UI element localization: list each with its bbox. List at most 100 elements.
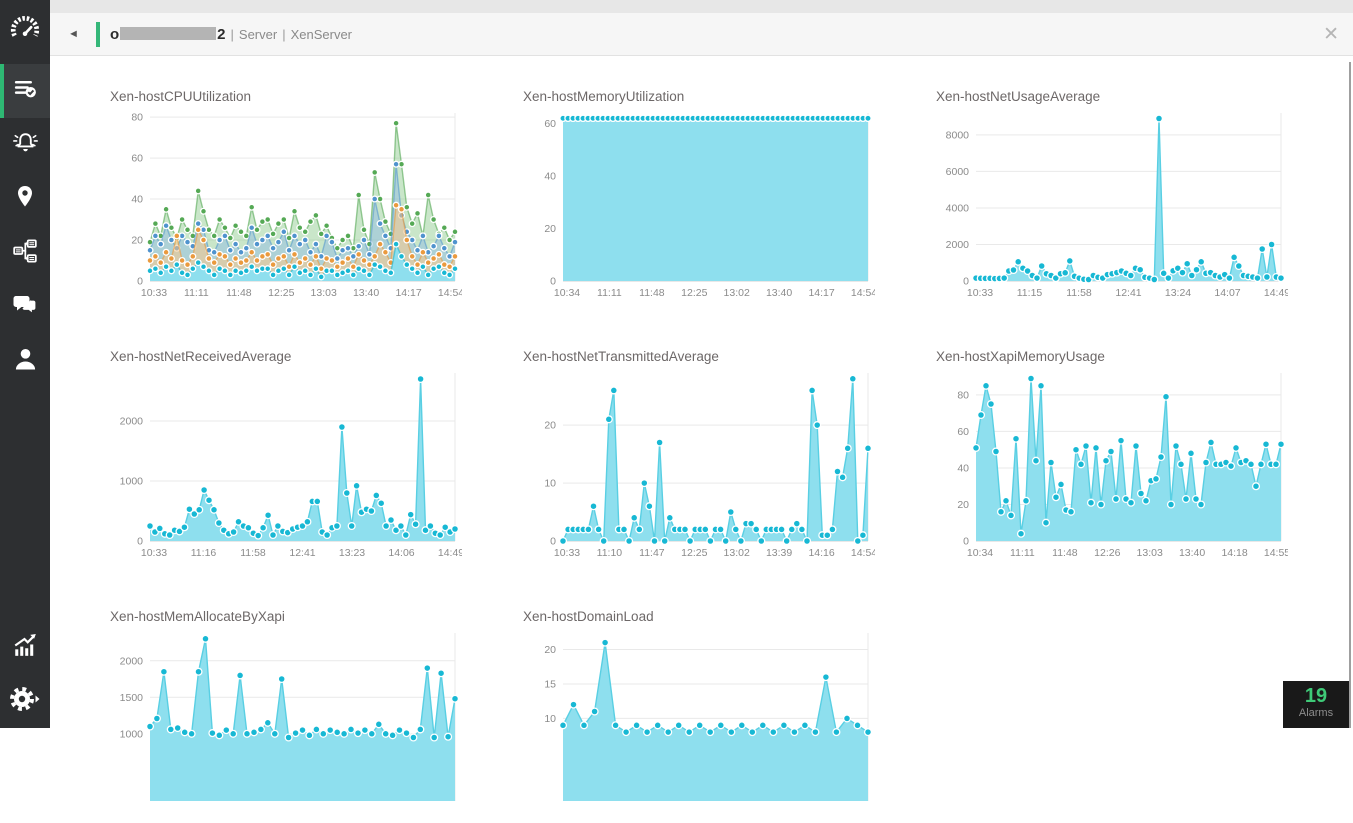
- data-point[interactable]: [233, 241, 239, 247]
- data-point[interactable]: [181, 729, 188, 736]
- data-point[interactable]: [452, 239, 458, 245]
- data-point[interactable]: [217, 217, 223, 223]
- data-point[interactable]: [211, 272, 217, 278]
- data-point[interactable]: [348, 726, 355, 733]
- data-point[interactable]: [355, 730, 362, 737]
- data-point[interactable]: [340, 260, 346, 266]
- data-point[interactable]: [431, 243, 437, 249]
- data-point[interactable]: [834, 468, 841, 475]
- data-point[interactable]: [626, 538, 633, 545]
- data-point[interactable]: [824, 532, 831, 539]
- data-point[interactable]: [1173, 443, 1180, 450]
- data-point[interactable]: [1193, 266, 1200, 273]
- data-point[interactable]: [174, 233, 180, 239]
- data-point[interactable]: [185, 239, 191, 245]
- data-point[interactable]: [783, 538, 790, 545]
- data-point[interactable]: [243, 245, 249, 251]
- data-point[interactable]: [238, 229, 244, 235]
- data-point[interactable]: [1003, 497, 1010, 504]
- data-point[interactable]: [372, 170, 378, 176]
- data-point[interactable]: [313, 266, 319, 272]
- data-point[interactable]: [368, 730, 375, 737]
- data-point[interactable]: [202, 635, 209, 642]
- data-point[interactable]: [368, 508, 375, 515]
- data-point[interactable]: [377, 264, 383, 270]
- data-point[interactable]: [304, 518, 311, 525]
- data-point[interactable]: [1235, 263, 1242, 270]
- data-point[interactable]: [849, 375, 856, 382]
- data-point[interactable]: [255, 532, 262, 539]
- data-point[interactable]: [372, 196, 378, 202]
- data-point[interactable]: [1062, 269, 1069, 276]
- data-point[interactable]: [260, 524, 267, 531]
- data-point[interactable]: [1184, 260, 1191, 267]
- data-point[interactable]: [1073, 446, 1080, 453]
- data-point[interactable]: [1208, 439, 1215, 446]
- data-point[interactable]: [399, 254, 405, 260]
- data-point[interactable]: [383, 233, 389, 239]
- sidebar-item-reports[interactable]: [0, 620, 50, 674]
- data-point[interactable]: [265, 233, 271, 239]
- close-icon[interactable]: ✕: [1323, 25, 1339, 44]
- data-point[interactable]: [707, 538, 714, 545]
- data-point[interactable]: [732, 526, 739, 533]
- data-point[interactable]: [313, 254, 319, 260]
- data-point[interactable]: [1038, 382, 1045, 389]
- data-point[interactable]: [201, 487, 208, 494]
- data-point[interactable]: [424, 665, 431, 672]
- data-point[interactable]: [686, 729, 693, 736]
- data-point[interactable]: [153, 221, 159, 227]
- data-point[interactable]: [377, 241, 383, 247]
- data-point[interactable]: [1068, 508, 1075, 515]
- data-point[interactable]: [308, 272, 314, 278]
- data-point[interactable]: [324, 532, 331, 539]
- data-point[interactable]: [823, 674, 830, 681]
- data-point[interactable]: [441, 225, 447, 231]
- data-point[interactable]: [431, 734, 438, 741]
- data-point[interactable]: [195, 188, 201, 194]
- data-point[interactable]: [292, 252, 298, 258]
- data-point[interactable]: [201, 237, 207, 243]
- data-point[interactable]: [1043, 519, 1050, 526]
- data-point[interactable]: [222, 233, 228, 239]
- data-point[interactable]: [602, 639, 609, 646]
- sidebar-item-chat[interactable]: [0, 280, 50, 334]
- data-point[interactable]: [1254, 275, 1261, 282]
- sidebar-item-maps[interactable]: [0, 172, 50, 226]
- data-point[interactable]: [425, 260, 431, 266]
- data-point[interactable]: [844, 715, 851, 722]
- data-point[interactable]: [302, 229, 308, 235]
- data-point[interactable]: [799, 526, 806, 533]
- data-point[interactable]: [998, 508, 1005, 515]
- data-point[interactable]: [1083, 443, 1090, 450]
- data-point[interactable]: [302, 237, 308, 243]
- data-point[interactable]: [1008, 512, 1015, 519]
- data-point[interactable]: [276, 239, 282, 245]
- data-point[interactable]: [758, 538, 765, 545]
- data-point[interactable]: [265, 512, 272, 519]
- data-point[interactable]: [560, 538, 567, 545]
- data-point[interactable]: [211, 233, 217, 239]
- data-point[interactable]: [1193, 496, 1200, 503]
- data-point[interactable]: [340, 237, 346, 243]
- data-point[interactable]: [356, 192, 362, 198]
- data-point[interactable]: [1088, 499, 1095, 506]
- data-point[interactable]: [717, 526, 724, 533]
- data-point[interactable]: [147, 523, 154, 530]
- data-point[interactable]: [209, 730, 216, 737]
- data-point[interactable]: [860, 532, 867, 539]
- data-point[interactable]: [356, 243, 362, 249]
- data-point[interactable]: [425, 272, 431, 278]
- data-point[interactable]: [661, 538, 668, 545]
- data-point[interactable]: [174, 725, 181, 732]
- data-point[interactable]: [147, 247, 153, 253]
- data-point[interactable]: [237, 672, 244, 679]
- data-point[interactable]: [154, 715, 161, 722]
- data-point[interactable]: [341, 730, 348, 737]
- data-point[interactable]: [1058, 481, 1065, 488]
- data-point[interactable]: [833, 729, 840, 736]
- data-point[interactable]: [350, 272, 356, 278]
- data-point[interactable]: [179, 217, 185, 223]
